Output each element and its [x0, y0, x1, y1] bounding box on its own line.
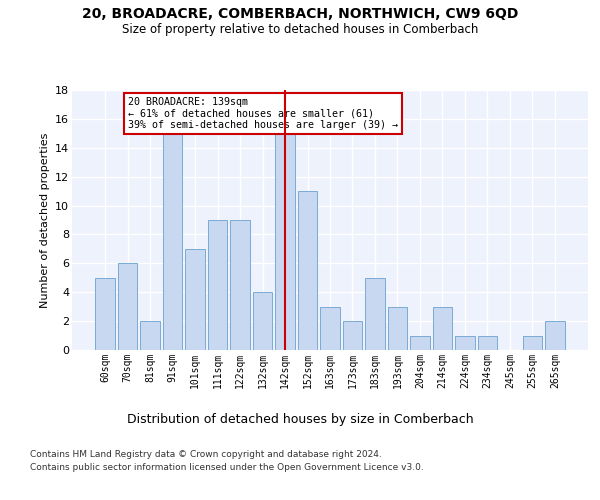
Text: 20, BROADACRE, COMBERBACH, NORTHWICH, CW9 6QD: 20, BROADACRE, COMBERBACH, NORTHWICH, CW… — [82, 8, 518, 22]
Bar — [208, 220, 227, 350]
Bar — [163, 134, 182, 350]
Bar — [320, 306, 340, 350]
Bar — [455, 336, 475, 350]
Text: Contains public sector information licensed under the Open Government Licence v3: Contains public sector information licen… — [30, 462, 424, 471]
Bar — [275, 134, 295, 350]
Bar — [298, 191, 317, 350]
Bar — [230, 220, 250, 350]
Bar — [343, 321, 362, 350]
Bar — [545, 321, 565, 350]
Bar — [433, 306, 452, 350]
Bar — [118, 264, 137, 350]
Bar — [523, 336, 542, 350]
Y-axis label: Number of detached properties: Number of detached properties — [40, 132, 50, 308]
Text: Contains HM Land Registry data © Crown copyright and database right 2024.: Contains HM Land Registry data © Crown c… — [30, 450, 382, 459]
Bar — [388, 306, 407, 350]
Text: 20 BROADACRE: 139sqm
← 61% of detached houses are smaller (61)
39% of semi-detac: 20 BROADACRE: 139sqm ← 61% of detached h… — [128, 97, 398, 130]
Bar — [95, 278, 115, 350]
Bar — [140, 321, 160, 350]
Bar — [185, 249, 205, 350]
Bar — [410, 336, 430, 350]
Text: Size of property relative to detached houses in Comberbach: Size of property relative to detached ho… — [122, 22, 478, 36]
Bar — [253, 292, 272, 350]
Text: Distribution of detached houses by size in Comberbach: Distribution of detached houses by size … — [127, 412, 473, 426]
Bar — [478, 336, 497, 350]
Bar — [365, 278, 385, 350]
